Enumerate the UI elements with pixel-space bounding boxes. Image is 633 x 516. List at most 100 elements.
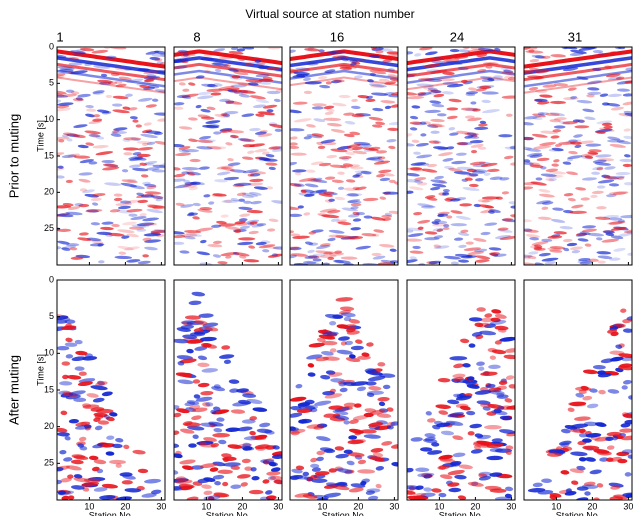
wavelet	[220, 167, 235, 171]
wavelet	[231, 75, 241, 79]
wavelet	[331, 50, 346, 54]
wavelet	[356, 143, 372, 147]
wavelet	[293, 183, 305, 187]
wavelet	[120, 182, 138, 188]
wavelet	[437, 377, 451, 383]
wavelet	[320, 374, 331, 380]
x-axis-label: Station No.	[322, 510, 367, 516]
wavelet	[580, 152, 598, 157]
y-tick-label: 15	[44, 384, 54, 394]
wavelet	[509, 145, 515, 149]
wavelet	[468, 317, 483, 322]
wavelet	[174, 65, 188, 69]
wavelet	[128, 164, 142, 168]
wavelet	[59, 68, 74, 73]
wavelet	[607, 389, 620, 394]
wavelet	[609, 257, 621, 261]
wavelet	[567, 155, 583, 160]
wavelet	[379, 172, 395, 177]
wavelet	[370, 84, 385, 88]
wavelet	[435, 404, 452, 409]
wavelet	[88, 455, 99, 461]
wavelet	[73, 477, 90, 483]
wavelet	[317, 145, 326, 149]
wavelet	[413, 211, 423, 216]
wavelet	[378, 243, 395, 248]
wavelet	[580, 197, 590, 201]
wavelet	[130, 216, 147, 220]
wavelet	[342, 323, 356, 329]
wavelet	[290, 128, 305, 132]
wavelet	[118, 76, 132, 81]
wavelet	[475, 178, 484, 182]
wavelet	[180, 54, 191, 59]
wavelet	[254, 148, 268, 153]
wavelet	[407, 92, 418, 96]
wavelet	[304, 241, 314, 245]
wavelet	[322, 191, 335, 195]
wavelet	[105, 55, 117, 59]
wavelet	[268, 122, 278, 126]
wavelet	[571, 250, 581, 254]
wavelet	[67, 153, 80, 158]
wavelet	[302, 494, 318, 499]
wavelet	[532, 482, 543, 488]
wavelet	[124, 199, 141, 204]
wavelet	[407, 259, 418, 264]
wavelet	[619, 428, 632, 433]
wavelet	[417, 92, 427, 96]
wavelet	[343, 402, 357, 408]
wavelet	[345, 179, 356, 183]
wavelet	[598, 389, 606, 395]
wavelet	[157, 118, 165, 122]
wavelet	[347, 200, 362, 204]
first-arrival	[174, 76, 282, 91]
wavelet	[488, 390, 505, 395]
wavelet	[601, 238, 620, 243]
wavelet	[352, 174, 360, 178]
wavelet	[223, 199, 233, 203]
wavelet	[79, 47, 95, 52]
wavelet	[569, 246, 583, 251]
wavelet	[92, 90, 105, 94]
wavelet	[579, 261, 594, 265]
wavelet	[420, 121, 427, 125]
wavelet	[132, 119, 139, 123]
wavelet	[409, 186, 424, 191]
wavelet	[555, 143, 563, 147]
wavelet	[617, 458, 628, 464]
wavelet	[174, 59, 189, 63]
wavelet	[610, 235, 624, 240]
wavelet	[554, 117, 567, 121]
wavelet	[97, 79, 113, 84]
x-axis-label: Station No.	[439, 510, 484, 516]
wavelet	[354, 186, 367, 191]
wavelet	[158, 89, 165, 93]
wavelet	[214, 68, 222, 73]
wavelet	[152, 164, 165, 169]
wavelet	[266, 66, 280, 71]
wavelet	[241, 113, 255, 118]
wavelet	[609, 51, 618, 55]
wavelet	[92, 145, 109, 149]
wavelet	[111, 443, 123, 449]
wavelet	[113, 193, 123, 197]
wavelet	[335, 453, 349, 459]
wavelet	[234, 252, 250, 257]
wavelet	[323, 251, 335, 255]
wavelet	[446, 146, 455, 150]
wavelet	[450, 210, 463, 214]
wavelet	[476, 434, 492, 440]
wavelet	[192, 434, 199, 439]
wavelet	[67, 206, 81, 210]
wavelet	[178, 146, 191, 150]
wavelet	[126, 178, 137, 182]
wavelet	[424, 109, 441, 114]
wavelet	[115, 202, 133, 206]
wavelet	[222, 481, 229, 487]
wavelet	[465, 115, 475, 119]
wavelet	[329, 321, 337, 326]
wavelet	[86, 209, 99, 213]
wavelet	[582, 438, 592, 443]
wavelet	[203, 495, 221, 500]
